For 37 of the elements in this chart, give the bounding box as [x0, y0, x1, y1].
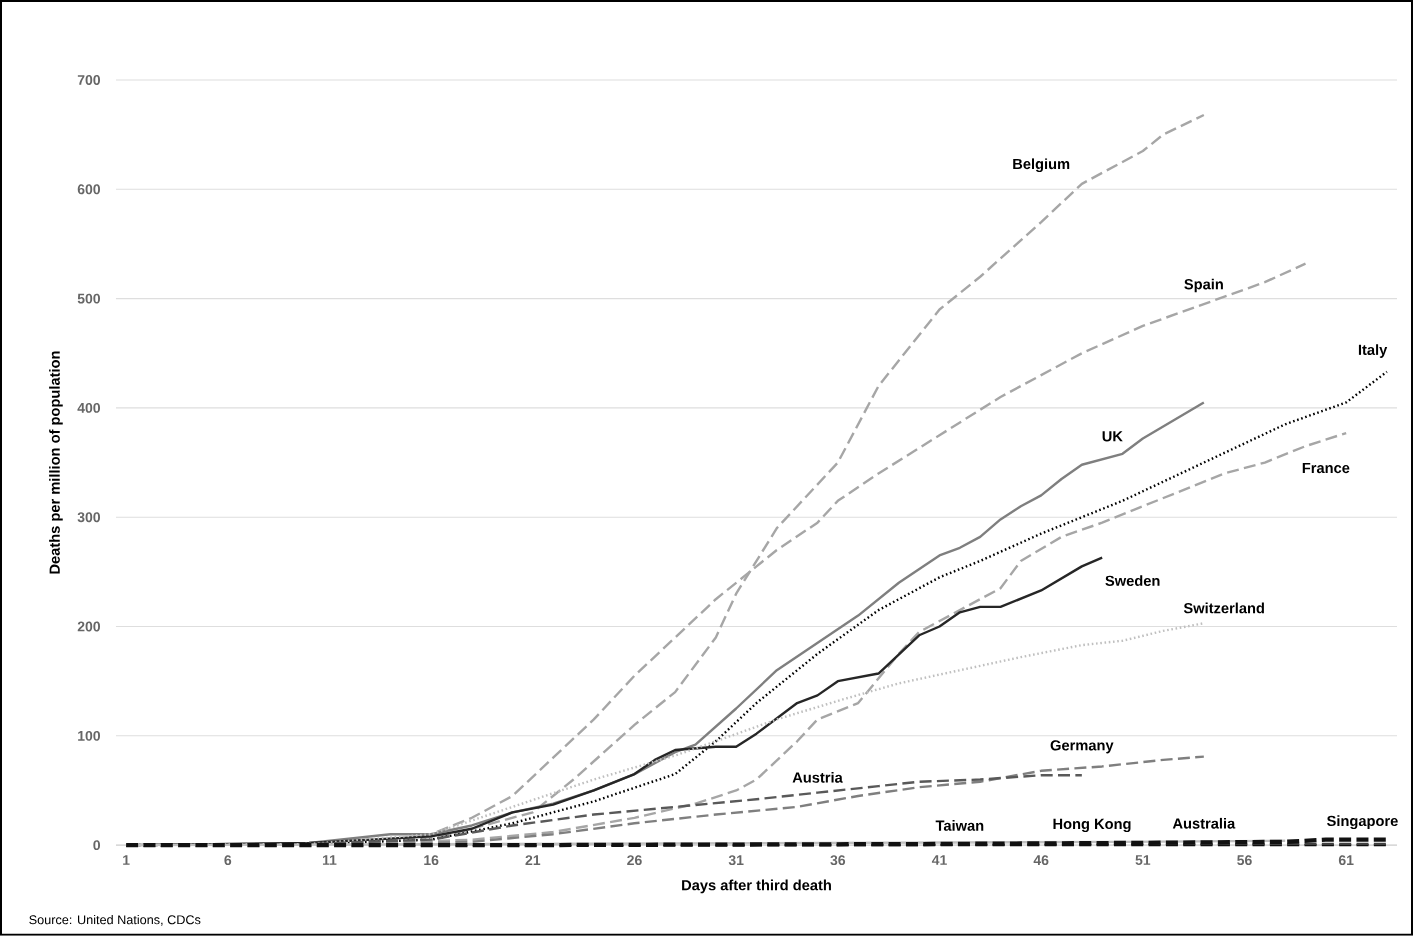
- y-axis-title: Deaths per million of population: [49, 351, 63, 574]
- x-tick-label: 41: [931, 855, 947, 865]
- x-tick-label: 21: [525, 855, 541, 866]
- y-tick-label: 300: [77, 512, 101, 523]
- series-label: Spain: [1184, 278, 1223, 293]
- x-tick-label: 31: [728, 855, 744, 866]
- x-tick-label: 11: [322, 855, 337, 865]
- y-tick-label: 700: [77, 75, 101, 86]
- x-tick-label: 26: [627, 855, 642, 866]
- x-tick-label: 16: [424, 855, 439, 866]
- series-label: Taiwan: [935, 820, 984, 831]
- x-tick-label: 36: [830, 855, 846, 866]
- series-label: France: [1302, 463, 1350, 474]
- x-tick-label: 1: [123, 855, 130, 865]
- y-tick-label: 200: [77, 621, 101, 632]
- y-tick-label: 400: [77, 403, 101, 413]
- series-label: Hong Kong: [1053, 818, 1131, 833]
- series-label: Sweden: [1105, 575, 1160, 587]
- y-tick-label: 0: [93, 840, 101, 851]
- y-tick-label: 500: [77, 293, 101, 304]
- source-note: Source: United Nations, CDCs: [29, 915, 201, 926]
- x-tick-label: 51: [1135, 855, 1151, 866]
- series-label: Belgium: [1013, 158, 1070, 173]
- series-label: Singapore: [1327, 815, 1398, 830]
- series-label: Australia: [1172, 818, 1236, 829]
- series-label: Germany: [1050, 740, 1114, 754]
- series-label: Switzerland: [1183, 602, 1264, 614]
- y-tick-label: 600: [77, 184, 101, 195]
- x-tick-label: 46: [1033, 855, 1049, 866]
- series-label: UK: [1102, 431, 1123, 442]
- x-axis-title: Days after third death: [682, 879, 831, 894]
- y-tick-label: 100: [78, 730, 101, 741]
- x-tick-label: 56: [1237, 855, 1252, 866]
- x-tick-label: 61: [1338, 855, 1354, 866]
- series-label: Austria: [792, 772, 843, 783]
- x-tick-label: 6: [224, 855, 232, 866]
- series-label: Italy: [1358, 344, 1388, 358]
